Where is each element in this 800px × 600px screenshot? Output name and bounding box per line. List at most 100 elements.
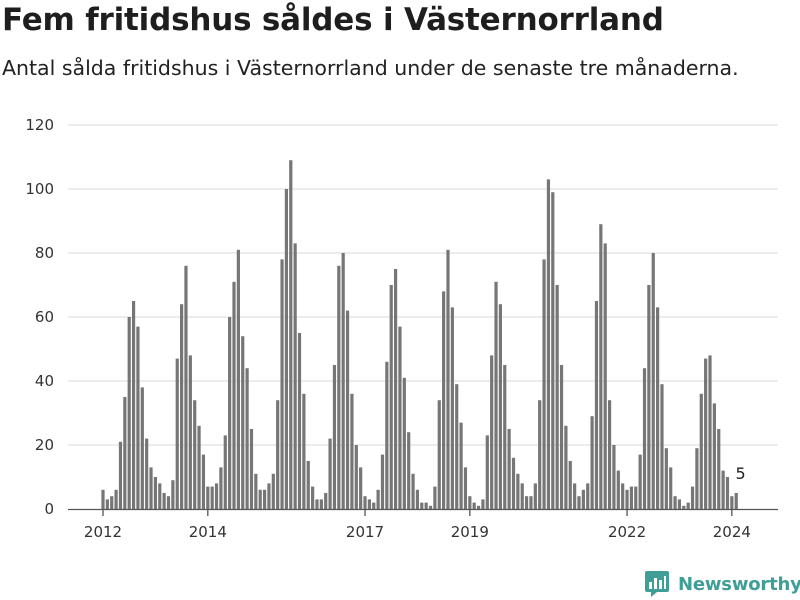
bar: [319, 499, 323, 509]
bar: [594, 301, 599, 509]
bar: [704, 358, 708, 509]
bar: [607, 400, 612, 509]
bar: [485, 435, 489, 509]
bar: [123, 397, 127, 509]
bar: [311, 486, 315, 509]
bar: [175, 358, 179, 509]
bar: [367, 499, 371, 509]
bar: [590, 416, 594, 509]
bar: [223, 435, 227, 509]
bar: [581, 489, 585, 509]
x-tick-label: 2019: [451, 523, 489, 541]
bar: [712, 403, 716, 509]
bar: [503, 365, 507, 509]
x-tick-label: 2022: [608, 523, 646, 541]
x-tick-label: 2017: [346, 523, 384, 541]
bar: [407, 432, 411, 509]
bar: [494, 281, 498, 509]
bar: [433, 486, 437, 509]
bar: [258, 489, 262, 509]
bar: [171, 480, 175, 509]
bar: [293, 243, 297, 509]
x-tick-label: 2024: [713, 523, 751, 541]
bar: [690, 486, 695, 509]
bar: [699, 393, 703, 509]
bar: [708, 355, 712, 509]
bar: [424, 502, 428, 509]
x-tick-label: 2012: [84, 523, 122, 541]
bar: [201, 454, 206, 509]
y-tick-label: 80: [35, 244, 54, 262]
y-tick-label: 100: [25, 180, 54, 198]
bar: [507, 429, 511, 509]
bar: [490, 355, 494, 509]
bar: [271, 473, 275, 509]
chart-subtitle: Antal sålda fritidshus i Västernorrland …: [2, 56, 739, 80]
bar: [184, 265, 188, 509]
gridlines: [68, 124, 778, 446]
bar: [721, 470, 725, 509]
bar: [450, 307, 454, 509]
bar: [210, 486, 214, 509]
newsworthy-logo-icon: [645, 571, 669, 597]
bar: [402, 377, 406, 509]
bar: [734, 493, 738, 509]
bar: [241, 336, 245, 509]
bar: [214, 483, 219, 509]
bar: [262, 489, 267, 509]
bar: [236, 249, 240, 510]
bar: [376, 489, 380, 509]
bar: [725, 477, 730, 509]
bar: [555, 285, 559, 509]
bar: [612, 445, 616, 509]
bar: [280, 259, 284, 509]
bar: [599, 224, 603, 509]
bar: [577, 496, 581, 509]
bar: [498, 304, 502, 509]
bar: [162, 493, 166, 509]
bar: [533, 483, 537, 509]
bar: [267, 483, 271, 509]
y-tick-label: 60: [35, 308, 54, 326]
bar: [428, 505, 433, 509]
bar: [647, 285, 651, 509]
bar: [420, 502, 424, 509]
bar: [411, 473, 415, 509]
bar: [717, 429, 721, 509]
bar: [686, 502, 690, 509]
bar: [254, 473, 258, 509]
labels: 0 20 40 60 80 100 120 2012 2014 2017 2019 2022 2024 5: [25, 116, 751, 541]
bar: [324, 493, 328, 509]
bar: [110, 496, 114, 509]
bar: [516, 473, 520, 509]
y-tick-label: 0: [44, 500, 54, 518]
bar: [573, 483, 577, 509]
bar: [472, 502, 476, 509]
bar: [642, 368, 647, 509]
bar: [551, 192, 555, 509]
bar: [145, 438, 149, 509]
bar: [682, 505, 686, 509]
bar: [389, 285, 393, 509]
brand-logo[interactable]: Newsworthy: [644, 568, 800, 600]
bar: [603, 243, 607, 509]
bar: [559, 365, 564, 509]
bar: [149, 467, 153, 509]
bar: [481, 499, 485, 509]
bar: [363, 496, 367, 509]
bar: [332, 365, 337, 509]
bar: [180, 304, 184, 509]
bar: [354, 445, 358, 509]
bar: [476, 505, 481, 509]
bar: [359, 467, 363, 509]
bar: [206, 486, 210, 509]
bar: [564, 425, 568, 509]
bar: [297, 333, 302, 509]
bar: [131, 301, 136, 509]
bar: [127, 317, 131, 509]
bar: [166, 496, 171, 509]
bar: [136, 326, 140, 509]
bar: [651, 253, 655, 509]
bar: [660, 384, 664, 509]
